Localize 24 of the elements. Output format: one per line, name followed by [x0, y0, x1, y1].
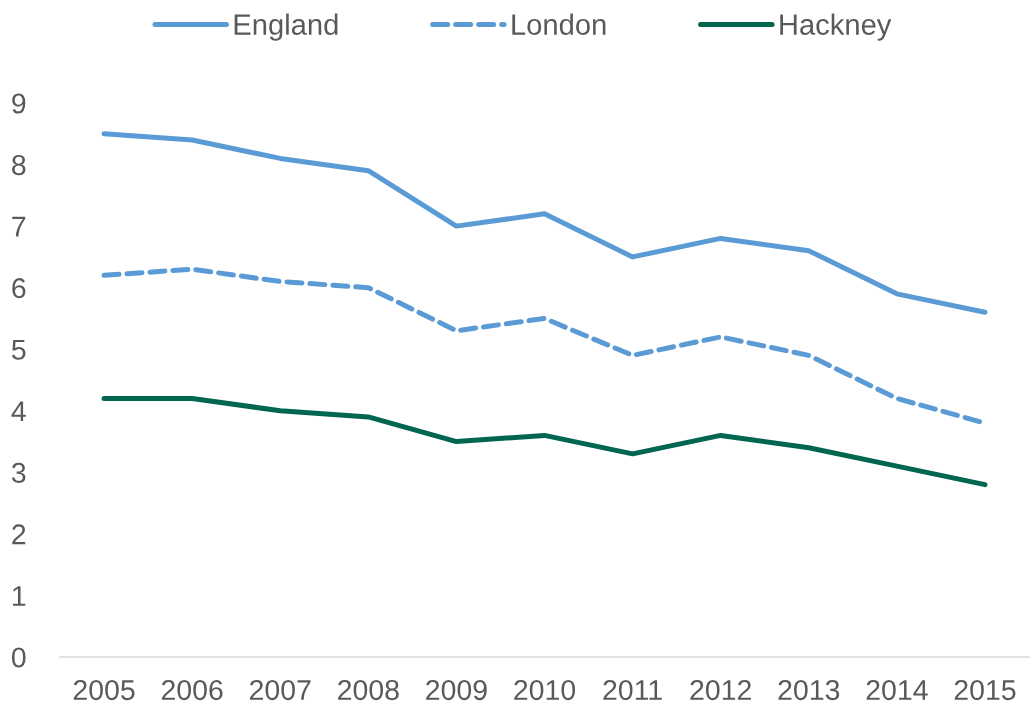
- x-tick-label: 2010: [514, 679, 576, 701]
- x-tick-label: 2011: [603, 679, 662, 701]
- y-tick-label: 4: [11, 401, 26, 422]
- y-tick-label: 6: [12, 278, 26, 299]
- y-tick-label: 2: [12, 524, 26, 545]
- x-tick-label: 2005: [73, 679, 135, 701]
- x-tick-label: 2012: [690, 679, 751, 701]
- y-tick-label: 9: [12, 93, 26, 114]
- x-tick-label: 2006: [161, 679, 223, 701]
- y-tick-label: 5: [11, 339, 26, 360]
- legend-label: England: [234, 13, 338, 41]
- legend-label: London: [512, 13, 606, 35]
- x-tick-label: 2014: [866, 679, 928, 701]
- legend-label: Hackney: [780, 13, 892, 41]
- y-tick-label: 8: [12, 154, 26, 176]
- y-tick-label: 0: [11, 647, 26, 668]
- y-tick-label: 7: [12, 216, 26, 237]
- x-tick-label: 2007: [249, 679, 311, 701]
- x-tick-label: 2013: [778, 679, 840, 701]
- y-tick-label: 1: [13, 586, 26, 606]
- y-tick-label: 3: [11, 462, 26, 483]
- x-tick-label: 2009: [426, 679, 487, 701]
- x-tick-label: 2008: [338, 679, 399, 701]
- x-tick-label: 2015: [954, 679, 1016, 701]
